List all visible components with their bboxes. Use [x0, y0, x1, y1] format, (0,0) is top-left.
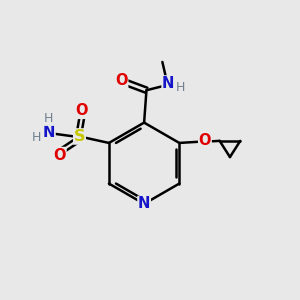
Text: N: N [138, 196, 150, 211]
Text: H: H [32, 130, 41, 143]
Text: O: O [76, 103, 88, 118]
Text: O: O [199, 133, 211, 148]
Text: N: N [43, 125, 55, 140]
Text: O: O [53, 148, 66, 163]
Text: N: N [162, 76, 174, 91]
Text: O: O [115, 73, 128, 88]
Text: H: H [44, 112, 53, 125]
Text: H: H [175, 81, 185, 94]
Text: S: S [74, 129, 85, 144]
